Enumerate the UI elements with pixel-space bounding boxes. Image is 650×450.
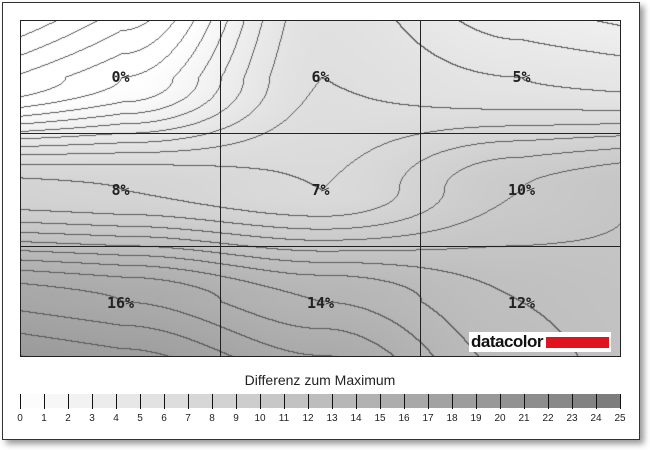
- colorbar-tick-label: 7: [185, 413, 191, 424]
- colorbar-tick-label: 18: [446, 413, 458, 424]
- cell-value-label: 6%: [311, 68, 330, 86]
- datacolor-logo: datacolor: [469, 332, 611, 352]
- uniformity-heatmap: 0% 6% 5% 8% 7% 10% 16% 14% 12% datacolor: [20, 20, 621, 357]
- colorbar-tick: [236, 394, 237, 409]
- colorbar-tick: [116, 394, 117, 409]
- heatmap-cell: 12%: [421, 247, 620, 356]
- colorbar-tick-label: 3: [89, 413, 95, 424]
- colorbar-tick-label: 8: [209, 413, 215, 424]
- colorbar-tick-label: 16: [398, 413, 410, 424]
- colorbar-tick-label: 10: [254, 413, 266, 424]
- colorbar-tick: [68, 394, 69, 409]
- colorbar-tick-label: 2: [65, 413, 71, 424]
- colorbar-title: Differenz zum Maximum: [244, 372, 396, 388]
- colorbar-tick-label: 19: [470, 413, 482, 424]
- colorbar-tick-label: 23: [566, 413, 578, 424]
- colorbar-tick-label: 9: [233, 413, 239, 424]
- cell-value-label: 8%: [111, 181, 130, 199]
- cell-value-label: 12%: [507, 293, 536, 312]
- colorbar-tick: [500, 394, 501, 409]
- colorbar-tick: [308, 394, 309, 409]
- colorbar-tick-label: 20: [494, 413, 506, 424]
- colorbar-tick-label: 15: [374, 413, 386, 424]
- logo-text: datacolor: [471, 332, 544, 351]
- colorbar-tick: [404, 394, 405, 409]
- heatmap-cell: 10%: [421, 134, 620, 247]
- colorbar-tick: [380, 394, 381, 409]
- colorbar-tick-label: 17: [422, 413, 434, 424]
- colorbar-tick: [356, 394, 357, 409]
- colorbar: [20, 394, 621, 408]
- colorbar-tick: [596, 394, 597, 409]
- heatmap-cell: 6%: [221, 21, 421, 134]
- cell-value-label: 16%: [106, 293, 135, 312]
- colorbar-tick-label: 14: [350, 413, 362, 424]
- heatmap-cell: 8%: [21, 134, 221, 247]
- cell-value-label: 7%: [311, 181, 330, 199]
- colorbar-tick: [260, 394, 261, 409]
- colorbar-tick-label: 5: [137, 413, 143, 424]
- cell-value-label: 10%: [507, 181, 536, 199]
- colorbar-tick: [20, 394, 21, 409]
- colorbar-tick: [140, 394, 141, 409]
- colorbar-tick-label: 12: [302, 413, 314, 424]
- heatmap-cell: 14%: [221, 247, 421, 356]
- colorbar-tick: [92, 394, 93, 409]
- colorbar-tick: [44, 394, 45, 409]
- heatmap-cell: 16%: [21, 247, 221, 356]
- colorbar-tick: [452, 394, 453, 409]
- colorbar-tick: [212, 394, 213, 409]
- colorbar-tick-label: 24: [590, 413, 602, 424]
- heatmap-cell: 0%: [21, 21, 221, 134]
- colorbar-tick-label: 4: [113, 413, 119, 424]
- colorbar-tick: [572, 394, 573, 409]
- heatmap-surface: [21, 21, 620, 356]
- colorbar-tick-label: 11: [278, 413, 290, 424]
- heatmap-cell: 5%: [421, 21, 620, 134]
- colorbar-tick: [524, 394, 525, 409]
- colorbar-tick-label: 22: [542, 413, 554, 424]
- colorbar-tick-label: 6: [161, 413, 167, 424]
- colorbar-tick: [548, 394, 549, 409]
- colorbar-tick: [620, 394, 621, 409]
- colorbar-tick: [188, 394, 189, 409]
- colorbar-tick: [332, 394, 333, 409]
- colorbar-tick-label: 0: [17, 413, 23, 424]
- colorbar-tick-label: 21: [518, 413, 530, 424]
- colorbar-tick-label: 25: [614, 413, 626, 424]
- colorbar-tick-label: 13: [326, 413, 338, 424]
- colorbar-tick: [428, 394, 429, 409]
- heatmap-cell: 7%: [221, 134, 421, 247]
- cell-value-label: 0%: [111, 68, 130, 86]
- colorbar-tick: [476, 394, 477, 409]
- colorbar-tick: [164, 394, 165, 409]
- colorbar-tick: [284, 394, 285, 409]
- colorbar-tick-label: 1: [41, 413, 47, 424]
- cell-value-label: 14%: [306, 293, 335, 312]
- cell-value-label: 5%: [512, 68, 531, 86]
